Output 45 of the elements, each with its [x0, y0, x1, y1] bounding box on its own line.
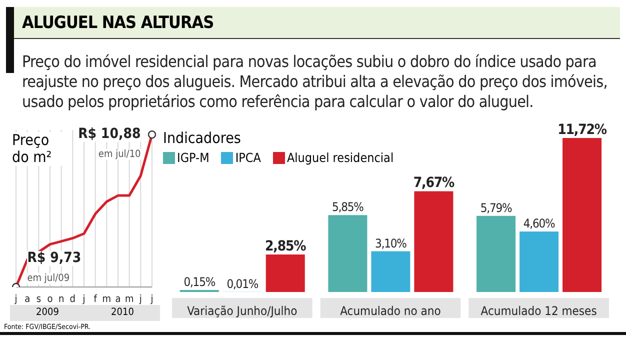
x-tick-label: j: [14, 294, 18, 306]
y-axis-title: Preço do m²: [12, 131, 62, 166]
x-tick-label: s: [36, 294, 42, 306]
bar: [371, 251, 410, 292]
x-tick-label: f: [94, 294, 98, 306]
bar: [476, 216, 516, 292]
data-label: 5,85%: [332, 200, 364, 214]
x-tick-label: o: [47, 294, 54, 306]
legend-label: Aluguel residencial: [286, 150, 394, 165]
bar: [562, 138, 602, 292]
data-label: 3,10%: [375, 236, 407, 250]
legend-label: IPCA: [235, 150, 261, 165]
x-tick-label: m: [102, 294, 112, 306]
data-label: 0,01%: [226, 276, 258, 291]
text: 2009: [35, 306, 60, 320]
x-tick-label: d: [70, 294, 76, 306]
x-tick-label: Variação Junho/Julho: [187, 304, 298, 318]
data-label: 11,72%: [558, 122, 608, 138]
data-label: 0,15%: [184, 275, 216, 290]
x-tick-label: a: [115, 294, 121, 306]
x-tick-label: m: [124, 294, 134, 306]
x-tick-label: Acumulado 12 meses: [480, 304, 598, 318]
data-label: 5,79%: [480, 200, 512, 215]
x-tick-label: j: [138, 294, 142, 306]
data-label: 4,60%: [523, 216, 556, 231]
x-tick-label: n: [58, 294, 64, 306]
legend-label: IGP-M: [177, 150, 210, 165]
bar: [520, 232, 559, 292]
annotation: em jul/10: [98, 148, 141, 160]
annotation: em jul/09: [27, 273, 70, 284]
x-tick-label: a: [24, 294, 30, 306]
bar: [414, 191, 454, 292]
text: 2010: [110, 306, 135, 320]
annotation: R$ 9,73: [27, 250, 82, 266]
data-label: 2,85%: [265, 238, 307, 255]
bar: [328, 215, 368, 292]
annotation: R$ 10,88: [78, 126, 141, 142]
x-tick-label: Acumulado no ano: [340, 304, 442, 318]
x-tick-label: j: [82, 294, 86, 306]
bar: [266, 254, 305, 292]
data-label: 7,67%: [413, 175, 456, 192]
legend-title: Indicadores: [163, 129, 242, 147]
chart-title: ALUGUEL NAS ALTURAS: [14, 7, 620, 39]
x-tick-label: j: [150, 294, 154, 306]
text: Preço do imóvel residencial para novas locações subiu o dobro do índice usado para reajuste no preço dos alugueis. Mercado atribui alta a elevação do preço dos imóveis, usado pelos proprietários como referência para calcular o valor do aluguel.: [22, 52, 608, 112]
